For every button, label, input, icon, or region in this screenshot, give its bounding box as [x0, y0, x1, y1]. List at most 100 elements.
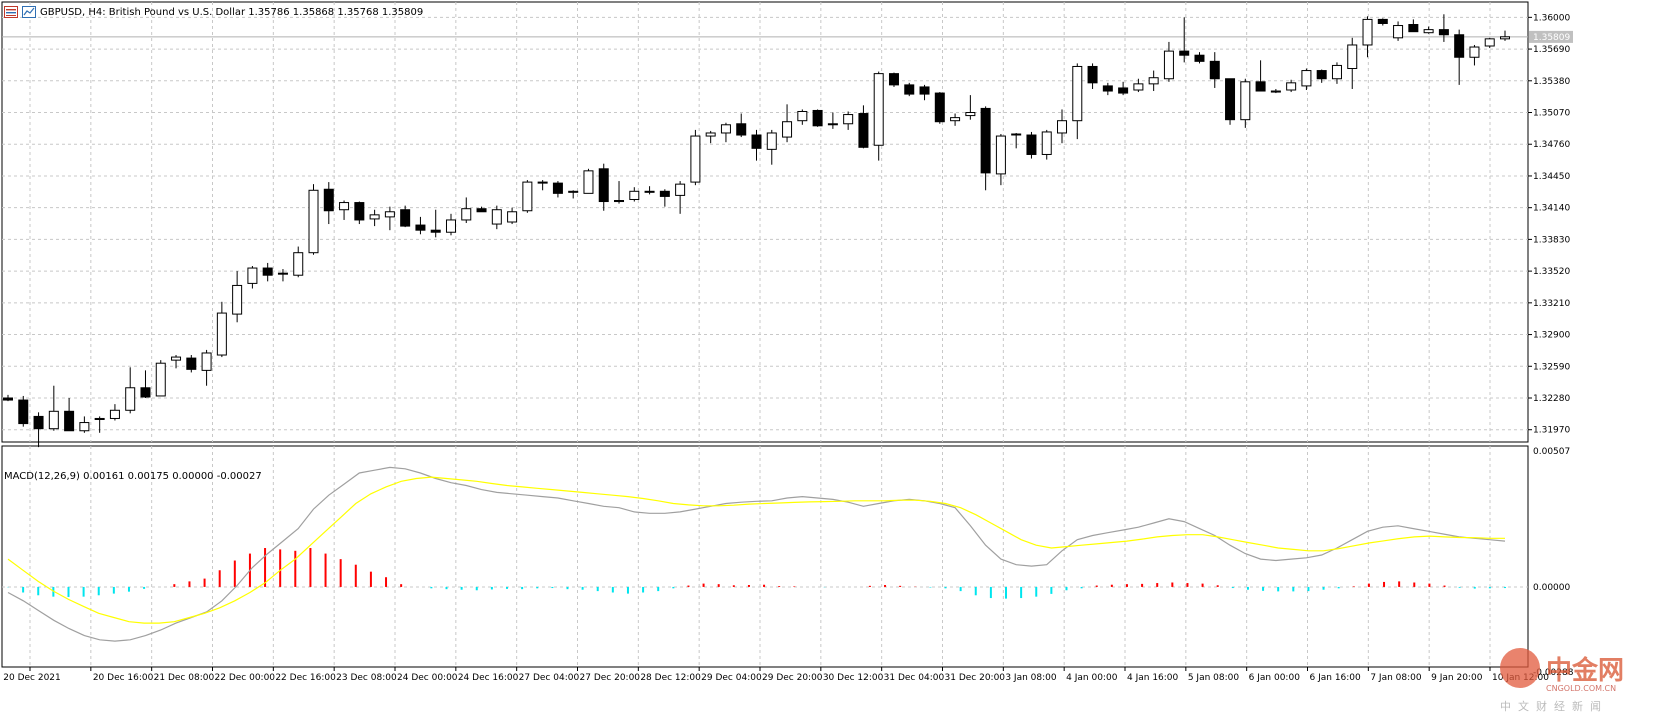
candle-body[interactable] [995, 135, 1006, 175]
candle-body[interactable] [690, 135, 701, 183]
candle-body[interactable] [1148, 77, 1159, 85]
candle-body[interactable] [3, 397, 13, 401]
candle-body[interactable] [1041, 131, 1052, 155]
candle-body[interactable] [1240, 81, 1251, 121]
candle-body[interactable] [79, 422, 90, 432]
candle-body[interactable] [1225, 78, 1236, 121]
candle-body[interactable] [1102, 85, 1113, 92]
candle-body[interactable] [858, 113, 869, 148]
candle-body[interactable] [522, 181, 533, 212]
candle-body[interactable] [339, 202, 350, 211]
candle-body[interactable] [125, 387, 136, 411]
candle-body[interactable] [1133, 83, 1144, 91]
candle-body[interactable] [797, 110, 808, 122]
candle-body[interactable] [186, 357, 197, 370]
candle-body[interactable] [965, 112, 976, 117]
candle-body[interactable] [1087, 65, 1098, 84]
candle-body[interactable] [445, 219, 456, 233]
candle-body[interactable] [491, 209, 502, 225]
candle-body[interactable] [705, 132, 716, 137]
candle-body[interactable] [1209, 60, 1220, 80]
candle-body[interactable] [1438, 29, 1449, 36]
candle-body[interactable] [18, 399, 29, 425]
candle-body[interactable] [201, 352, 212, 371]
candle-body[interactable] [614, 200, 625, 203]
candle-body[interactable] [1179, 50, 1190, 56]
candle-body[interactable] [827, 123, 838, 126]
candle-body[interactable] [782, 121, 793, 138]
candle-body[interactable] [400, 209, 411, 227]
candle-body[interactable] [64, 410, 75, 432]
candle-body[interactable] [843, 114, 854, 125]
candle-body[interactable] [140, 387, 151, 398]
candle-body[interactable] [980, 107, 991, 174]
candle-body[interactable] [247, 267, 258, 284]
candle-body[interactable] [1286, 82, 1297, 91]
candle-body[interactable] [171, 356, 182, 361]
candle-body[interactable] [155, 362, 166, 397]
candle-body[interactable] [766, 132, 777, 150]
candle-body[interactable] [293, 252, 304, 276]
candle-body[interactable] [873, 73, 884, 146]
candle-body[interactable] [1301, 70, 1312, 87]
candle-body[interactable] [1057, 120, 1068, 134]
candle-body[interactable] [568, 190, 579, 193]
candle-body[interactable] [720, 124, 731, 134]
candle-body[interactable] [1454, 34, 1465, 58]
candle-body[interactable] [33, 415, 44, 430]
candle-body[interactable] [1331, 64, 1342, 80]
candle-body[interactable] [598, 168, 609, 203]
candle-body[interactable] [384, 211, 395, 218]
candle-body[interactable] [812, 109, 823, 127]
candle-body[interactable] [216, 312, 227, 356]
candle-body[interactable] [1072, 65, 1083, 122]
candle-body[interactable] [904, 84, 915, 95]
candle-body[interactable] [1316, 70, 1327, 80]
candle-body[interactable] [1011, 133, 1022, 136]
candle-body[interactable] [1270, 90, 1281, 93]
candle-body[interactable] [109, 409, 120, 419]
candle-body[interactable] [430, 229, 441, 233]
price-panel[interactable] [1, 1, 1529, 443]
candle-body[interactable] [48, 410, 59, 430]
candle-body[interactable] [507, 211, 518, 223]
candle-body[interactable] [537, 181, 548, 184]
candle-body[interactable] [1118, 87, 1129, 94]
candle-body[interactable] [1408, 24, 1419, 33]
candle-body[interactable] [1255, 81, 1266, 92]
candle-body[interactable] [1423, 29, 1434, 34]
candle-body[interactable] [1362, 18, 1373, 46]
candle-body[interactable] [644, 190, 655, 193]
candle-body[interactable] [950, 117, 961, 122]
candle-body[interactable] [277, 272, 288, 275]
candle-body[interactable] [1484, 38, 1495, 47]
candle-body[interactable] [1026, 134, 1037, 155]
candle-body[interactable] [354, 202, 365, 221]
candle-body[interactable] [1393, 25, 1404, 39]
candle-body[interactable] [919, 86, 930, 95]
candle-body[interactable] [1469, 46, 1480, 58]
candle-body[interactable] [736, 123, 747, 136]
candle-body[interactable] [1347, 44, 1358, 70]
candle-body[interactable] [323, 188, 334, 212]
candle-body[interactable] [659, 190, 670, 197]
candle-body[interactable] [232, 284, 243, 315]
candle-body[interactable] [1194, 54, 1205, 62]
candle-body[interactable] [476, 208, 487, 213]
candle-body[interactable] [675, 183, 686, 196]
candle-body[interactable] [552, 182, 563, 194]
candle-body[interactable] [415, 224, 426, 231]
candle-body[interactable] [934, 92, 945, 123]
candle-body[interactable] [94, 417, 105, 420]
candle-body[interactable] [461, 208, 472, 221]
candle-body[interactable] [308, 189, 319, 254]
candle-body[interactable] [888, 73, 899, 86]
candle-body[interactable] [1500, 36, 1510, 40]
candle-body[interactable] [369, 214, 380, 220]
chart-window-icon[interactable] [4, 6, 18, 18]
candle-body[interactable] [583, 170, 594, 194]
indicator-list-icon[interactable] [22, 6, 36, 18]
candle-body[interactable] [1163, 50, 1174, 80]
candle-body[interactable] [1377, 18, 1388, 24]
